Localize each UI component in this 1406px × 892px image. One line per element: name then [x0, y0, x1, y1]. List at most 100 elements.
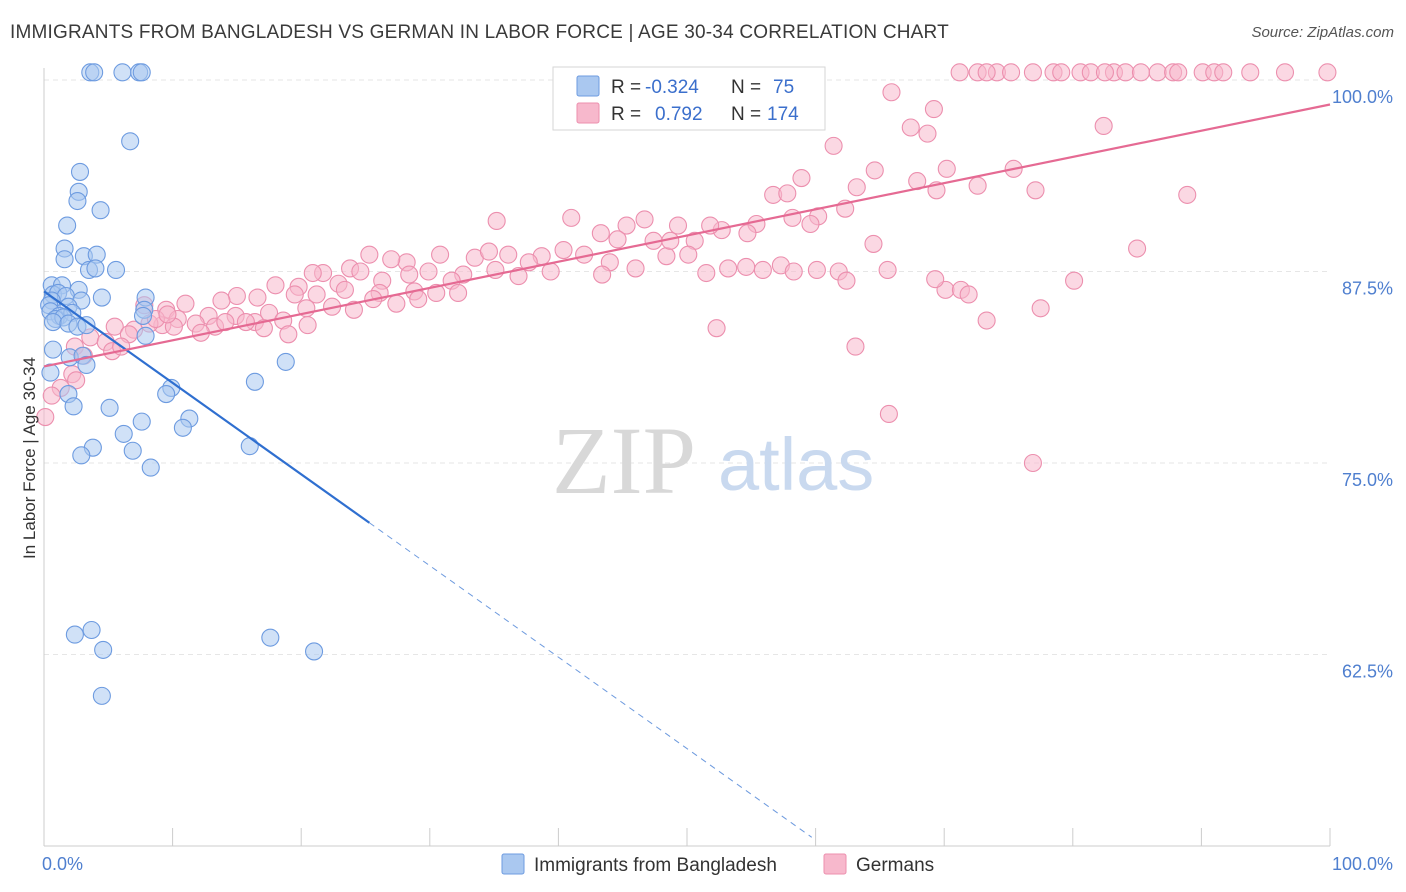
- bangladesh-point: [157, 385, 176, 404]
- bangladesh-point: [276, 352, 295, 371]
- german-point: [1318, 63, 1337, 82]
- german-point: [879, 404, 898, 424]
- watermark-zip: ZIP: [552, 407, 696, 514]
- bangladesh-point: [72, 446, 91, 465]
- german-point: [968, 176, 987, 195]
- bangladesh-point: [113, 63, 132, 82]
- german-point: [626, 259, 645, 278]
- y-tick-label: 100.0%: [1332, 87, 1393, 107]
- german-point: [360, 245, 379, 264]
- bottom-legend: Immigrants from Bangladesh Germans: [501, 853, 934, 876]
- y-axis-title: In Labor Force | Age 30-34: [20, 357, 39, 559]
- bangladesh-point: [86, 259, 105, 278]
- german-point: [837, 271, 856, 290]
- german-point: [298, 316, 317, 335]
- german-point: [792, 168, 811, 188]
- german-point: [1023, 453, 1042, 473]
- bangladesh-point: [64, 397, 83, 416]
- german-point: [1128, 239, 1147, 258]
- bangladesh-point: [43, 340, 63, 359]
- x-tick-label-max: 100.0%: [1332, 854, 1393, 874]
- bangladesh-point: [132, 412, 151, 431]
- bangladesh-point: [123, 441, 142, 460]
- legend-n-value-2: 174: [767, 104, 799, 125]
- german-point: [977, 63, 996, 82]
- bangladesh-point: [261, 628, 280, 647]
- german-point: [950, 63, 969, 82]
- chart-title: IMMIGRANTS FROM BANGLADESH VS GERMAN IN …: [10, 22, 949, 43]
- legend-r-value-2: 0.792: [655, 104, 703, 125]
- legend-box: R = -0.324 N = 75 R = 0.792 N = 174: [552, 66, 826, 131]
- watermark: ZIP atlas: [552, 407, 874, 514]
- german-point: [248, 288, 267, 307]
- bangladesh-point: [94, 640, 113, 659]
- german-point: [926, 270, 945, 289]
- german-point: [738, 224, 757, 243]
- german-point: [36, 407, 55, 427]
- bangladesh-point: [65, 625, 84, 644]
- german-point: [847, 178, 866, 197]
- german-point: [593, 265, 612, 284]
- bangladesh-point: [245, 372, 264, 391]
- german-point: [499, 245, 518, 264]
- bangladesh-trend-line: [43, 290, 370, 524]
- german-point: [254, 319, 273, 338]
- german-point: [344, 300, 363, 319]
- german-point: [554, 241, 573, 260]
- bangladesh-point: [43, 313, 63, 332]
- german-point: [427, 283, 446, 302]
- bangladesh-point: [240, 437, 259, 456]
- german-point: [351, 262, 370, 281]
- german-point: [335, 280, 354, 299]
- german-point: [449, 283, 468, 302]
- data-points: [36, 63, 1337, 705]
- german-point: [105, 317, 124, 336]
- bangladesh-point: [173, 418, 192, 437]
- german-point: [303, 263, 322, 283]
- german-point: [158, 305, 177, 324]
- watermark-atlas: atlas: [718, 423, 874, 506]
- bangladesh-point: [85, 63, 104, 82]
- german-point: [1241, 63, 1260, 82]
- german-point: [753, 260, 772, 280]
- y-tick-label: 87.5%: [1342, 279, 1393, 299]
- german-point: [42, 386, 61, 405]
- german-point: [1094, 116, 1113, 136]
- german-point: [668, 216, 688, 235]
- legend-n-label-2: N =: [731, 104, 761, 125]
- legend-swatch-pink: [576, 102, 600, 124]
- x-tick-label-min: 0.0%: [42, 854, 83, 874]
- bangladesh-point: [133, 306, 153, 325]
- german-point: [719, 259, 738, 278]
- german-point: [635, 210, 654, 229]
- y-tick-label: 62.5%: [1342, 662, 1393, 682]
- german-trend-line: [43, 103, 1331, 368]
- german-point: [882, 83, 901, 102]
- legend-r-label-2: R =: [611, 104, 641, 125]
- german-point: [864, 234, 883, 253]
- german-point: [212, 291, 231, 310]
- german-point: [227, 286, 246, 306]
- bangladesh-point: [91, 201, 110, 220]
- german-point: [878, 260, 897, 280]
- bottom-legend-label-1: Immigrants from Bangladesh: [534, 855, 777, 876]
- german-point: [1052, 63, 1071, 82]
- german-point: [562, 208, 581, 227]
- bangladesh-point: [77, 316, 96, 335]
- german-point: [924, 100, 943, 119]
- german-point: [1023, 63, 1042, 82]
- german-point: [400, 265, 419, 284]
- german-point: [679, 245, 698, 264]
- german-point: [1214, 63, 1233, 82]
- german-point: [901, 118, 920, 137]
- german-point: [266, 276, 285, 295]
- german-point: [977, 311, 996, 330]
- y-tick-label: 75.0%: [1342, 470, 1393, 490]
- axes: [43, 68, 1331, 847]
- bangladesh-point: [132, 63, 151, 82]
- german-point: [807, 260, 826, 280]
- german-point: [279, 325, 298, 344]
- bangladesh-point: [58, 216, 77, 235]
- german-point: [431, 245, 450, 264]
